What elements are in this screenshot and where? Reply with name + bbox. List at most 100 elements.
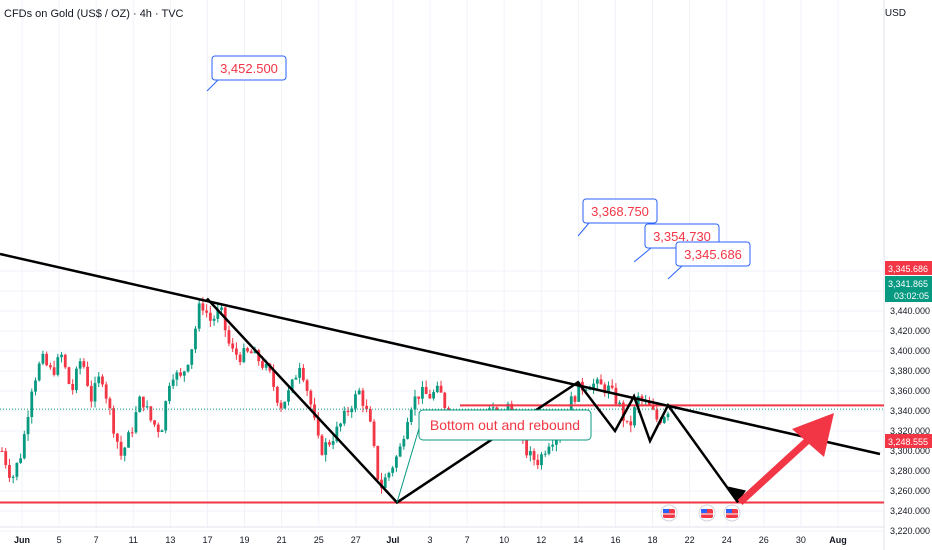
candle-body: [432, 392, 435, 399]
candle-body: [354, 394, 357, 409]
x-tick-label: 12: [536, 535, 546, 545]
x-tick-label: 21: [277, 535, 287, 545]
candle-body: [391, 467, 395, 473]
price-annotation-label: 3,452.500: [220, 61, 278, 76]
wave-pattern-path: [206, 297, 740, 505]
candle-body: [89, 385, 93, 402]
candle-body: [618, 402, 622, 405]
candle-body: [294, 377, 298, 380]
candle-body: [666, 413, 670, 418]
candle-body: [160, 430, 164, 432]
candle-body: [316, 417, 320, 436]
x-tick-label: 5: [57, 535, 62, 545]
candle-body: [290, 379, 294, 391]
candle-body: [577, 381, 581, 402]
candle-body: [614, 387, 618, 405]
x-tick-label: 3: [427, 535, 432, 545]
price-marker-label: 3,345.686: [888, 264, 928, 274]
candle-body: [186, 364, 190, 372]
candle-body: [633, 407, 636, 426]
candle-body: [190, 349, 194, 365]
candle-body: [573, 396, 577, 402]
candle-body: [19, 458, 23, 463]
candle-body: [56, 357, 60, 375]
price-annotation-box: [675, 241, 751, 267]
candle-body: [0, 451, 4, 452]
label-pointer: [577, 222, 590, 237]
y-tick-label: 3,420.000: [890, 326, 930, 336]
price-annotation-label: 3,345.686: [684, 247, 742, 262]
downtrend-line: [0, 252, 881, 456]
candle-body: [547, 446, 551, 454]
candle-body: [4, 451, 8, 466]
candle-body: [168, 385, 171, 402]
candle-body: [227, 330, 231, 344]
candle-body: [164, 401, 168, 431]
candle-body: [15, 462, 19, 477]
countdown-label: 03:02:05: [894, 291, 929, 301]
candle-body: [78, 361, 82, 369]
candle-body: [636, 396, 640, 408]
candle-body: [275, 386, 279, 403]
candle-body: [350, 408, 354, 413]
candle-body: [216, 309, 220, 319]
candle-body: [8, 465, 11, 478]
y-tick-label: 3,440.000: [890, 306, 930, 316]
candle-body: [421, 386, 424, 399]
candle-body: [175, 372, 179, 380]
candle-body: [543, 453, 547, 455]
candle-body: [629, 421, 633, 426]
candle-body: [134, 412, 138, 433]
candle-body: [60, 354, 63, 358]
symbol-title[interactable]: CFDs on Gold (US$ / OZ) · 4h · TVC: [4, 8, 184, 20]
candle-body: [331, 441, 335, 445]
candle-body: [640, 396, 644, 401]
price-annotation-box: [582, 198, 658, 224]
candle-body: [145, 406, 149, 408]
candle-body: [376, 445, 380, 480]
x-tick-label: 26: [759, 535, 769, 545]
candle-body: [149, 406, 153, 421]
x-tick-label: 16: [610, 535, 620, 545]
candle-body: [528, 451, 532, 456]
candle-body: [201, 303, 205, 311]
candle-body: [272, 370, 276, 387]
candle-body: [11, 476, 15, 478]
candle-body: [603, 384, 607, 394]
candle-body: [130, 432, 134, 434]
candle-body: [335, 426, 339, 442]
candle-body: [402, 438, 406, 447]
candle-body: [592, 383, 595, 390]
us-flag-icon: [726, 509, 732, 513]
candle-body: [328, 442, 331, 445]
candle-body: [101, 376, 104, 385]
candle-body: [540, 454, 543, 466]
candle-body: [52, 367, 56, 375]
candle-body: [63, 354, 67, 368]
candle-body: [194, 328, 197, 350]
candle-body: [324, 442, 328, 455]
candle-body: [115, 433, 119, 442]
candle-body: [235, 348, 238, 355]
candle-body: [283, 401, 287, 409]
candle-body: [554, 438, 558, 445]
candle-body: [551, 444, 555, 447]
y-tick-label: 3,260.000: [890, 486, 930, 496]
candle-body: [398, 446, 402, 457]
candle-body: [179, 372, 182, 376]
candle-body: [97, 376, 101, 384]
candle-body: [525, 437, 529, 456]
candle-body: [383, 477, 387, 488]
candle-body: [339, 423, 342, 427]
candle-body: [261, 361, 264, 368]
x-tick-label: 10: [499, 535, 509, 545]
candle-body: [647, 400, 651, 406]
price-annotation-box: [211, 55, 287, 81]
x-tick-label: 13: [165, 535, 175, 545]
candle-body: [588, 389, 592, 391]
candle-body: [424, 386, 428, 395]
x-tick-label: 14: [573, 535, 583, 545]
candle-body: [435, 385, 439, 393]
